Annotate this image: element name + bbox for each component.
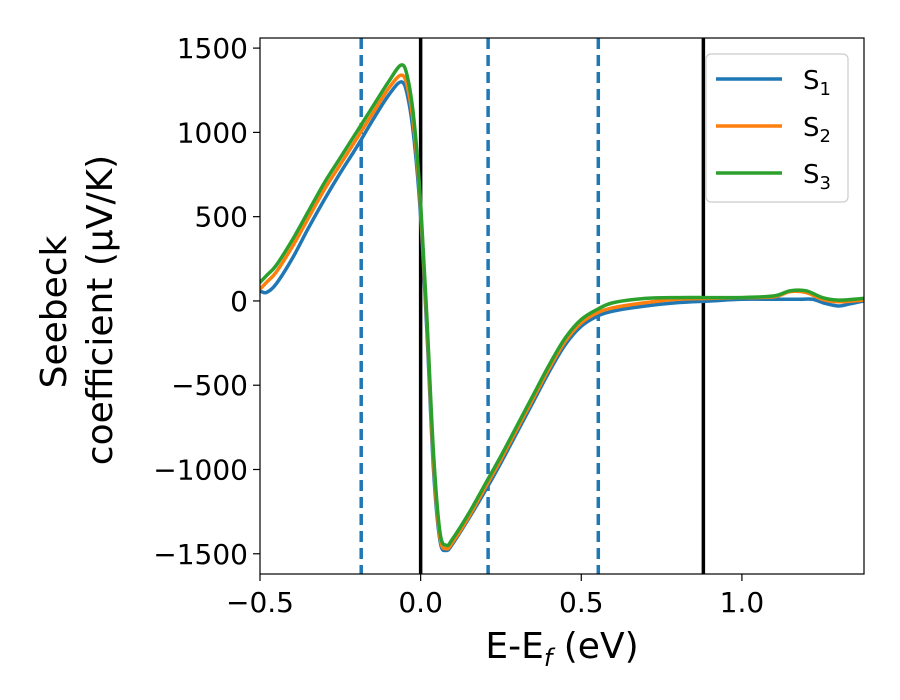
y-tick-label: 0 xyxy=(230,285,248,318)
legend-label-s3: S3 xyxy=(803,160,831,194)
plot-frame xyxy=(259,37,865,575)
x-axis-title: E-Ef (eV) xyxy=(485,626,638,672)
series-lines xyxy=(260,63,864,553)
x-tick-label: 1.0 xyxy=(720,586,765,619)
x-axis-title-tail: (eV) xyxy=(552,626,638,667)
y-tick-label: 1500 xyxy=(177,32,248,65)
x-axis-title-main: E-E xyxy=(485,626,543,667)
x-tick-label: 0.5 xyxy=(559,586,604,619)
y-axis-ticks: −1500 −1000 −500 0 500 1000 1500 xyxy=(153,32,260,571)
y-axis-title-line1: Seebeck xyxy=(34,235,75,388)
y-tick-label: −1500 xyxy=(153,538,248,571)
x-axis-ticks: −0.5 0.0 0.5 1.0 xyxy=(226,574,764,619)
y-tick-label: −500 xyxy=(171,369,248,402)
x-tick-label: 0.0 xyxy=(398,586,443,619)
legend-label-s1: S1 xyxy=(803,66,831,100)
y-tick-label: 500 xyxy=(195,201,248,234)
legend-box xyxy=(705,53,849,203)
y-axis-title-line2: coefficient (μV/K) xyxy=(80,155,121,465)
x-tick-label: −0.5 xyxy=(226,586,294,619)
legend: S1 S2 S3 xyxy=(705,53,849,203)
y-tick-label: −1000 xyxy=(153,453,248,486)
legend-label-s2: S2 xyxy=(803,113,831,147)
series-line-s3 xyxy=(260,63,864,548)
y-tick-label: 1000 xyxy=(177,116,248,149)
